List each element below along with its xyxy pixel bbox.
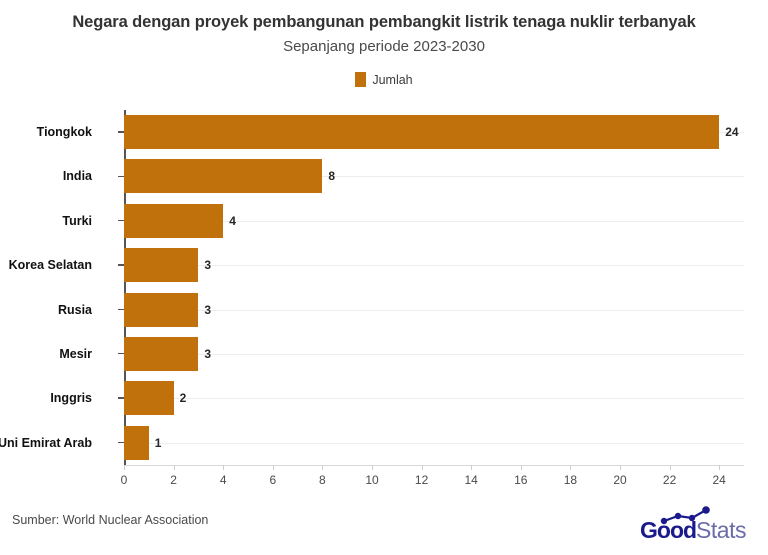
gridline — [124, 442, 744, 444]
x-axis-line — [124, 465, 744, 466]
x-axis-tick — [520, 465, 522, 470]
gridline — [124, 265, 744, 267]
gridline — [124, 398, 744, 400]
y-axis-tick — [118, 131, 124, 133]
x-axis-tick — [620, 465, 621, 470]
bar[interactable] — [124, 159, 323, 194]
x-axis-tick-label: 12 — [414, 473, 429, 487]
page-title: Negara dengan proyek pembangunan pembang… — [72, 13, 696, 31]
chart-header: Negara dengan proyek pembangunan pembang… — [0, 0, 768, 88]
bar[interactable] — [124, 336, 199, 371]
bar[interactable] — [124, 292, 199, 327]
x-axis-tick — [372, 465, 373, 470]
bar[interactable] — [124, 425, 149, 460]
y-axis-tick — [118, 353, 124, 355]
legend-item-jumlah[interactable]: Jumlah — [355, 72, 413, 88]
logo-text-primary: Good — [640, 517, 697, 543]
chart-plot-wrap: Tiongkok 24 India 8 Turki 4 Korea Selatan 3 Rusi… — [0, 105, 768, 495]
x-axis-tick-label: 14 — [464, 473, 478, 487]
chart-legend: Jumlah — [0, 72, 768, 88]
sparkline-icon — [660, 505, 722, 530]
bar-row: Tiongkok 24 — [37, 110, 744, 154]
bar-value-label: 24 — [725, 125, 739, 139]
bar-value-label: 8 — [328, 169, 336, 184]
y-axis-tick — [118, 397, 124, 399]
chart-subtitle: Sepanjang periode 2023-2030 — [283, 37, 485, 55]
bar-value-label: 4 — [229, 213, 236, 228]
plot-area: Tiongkok 24 India 8 Turki 4 Korea Selatan 3 Rusi… — [0, 110, 744, 465]
x-axis-tick-label: 24 — [712, 473, 726, 487]
gridline — [124, 220, 744, 222]
x-axis-tick-label: 4 — [219, 473, 227, 487]
category-label: Turki — [62, 213, 92, 228]
x-axis-tick-label: 6 — [269, 473, 277, 487]
gridline — [124, 176, 744, 178]
bar-value-label: 3 — [204, 302, 212, 317]
bar-row: Inggris 2 — [50, 376, 744, 420]
category-label: Mesir — [59, 346, 92, 361]
gridline — [124, 309, 744, 311]
bar[interactable] — [124, 115, 720, 149]
bar-row: Mesir 3 — [59, 332, 744, 376]
legend-item-label: Jumlah — [372, 72, 413, 87]
x-axis-tick-label: 18 — [563, 473, 578, 487]
bar-row: Korea Selatan 3 — [9, 243, 744, 287]
y-axis-tick — [118, 264, 124, 266]
category-label: Uni Emirat Arab — [0, 435, 92, 450]
bar-row: Uni Emirat Arab 1 — [0, 421, 744, 465]
bar-row: India 8 — [63, 154, 744, 198]
x-axis-tick-label: 16 — [514, 473, 528, 487]
source-note: Sumber: World Nuclear Association — [12, 513, 209, 527]
bar[interactable] — [124, 248, 199, 283]
bar-value-label: 3 — [204, 258, 212, 273]
x-axis-tick-label: 8 — [319, 473, 326, 487]
x-axis-tick-label: 10 — [365, 473, 379, 487]
x-axis-tick-label: 0 — [120, 473, 128, 487]
y-axis-tick — [118, 441, 124, 444]
x-axis-tick — [471, 465, 473, 470]
gridline — [124, 353, 744, 355]
x-axis-tick — [719, 465, 721, 470]
bar-row: Rusia 3 — [58, 288, 744, 332]
logo-text-secondary: Stats — [696, 517, 746, 543]
x-axis-tick-label: 2 — [170, 473, 177, 487]
category-label: Inggris — [50, 391, 92, 406]
category-label: Rusia — [57, 302, 92, 317]
x-axis-tick — [322, 465, 324, 470]
goodstats-logo[interactable]: GoodStats — [638, 505, 756, 545]
x-axis-tick — [124, 465, 125, 470]
category-label: Korea Selatan — [8, 258, 92, 273]
y-axis-tick — [118, 308, 124, 311]
x-axis-tick — [223, 465, 225, 470]
bar-row: Turki 4 — [62, 199, 744, 243]
x-axis-tick — [669, 465, 671, 470]
logo-text: GoodStats — [640, 517, 746, 543]
legend-swatch-icon — [355, 72, 367, 88]
chart-footer: Sumber: World Nuclear Association GoodSt… — [0, 497, 768, 555]
category-label: Tiongkok — [36, 125, 92, 139]
x-axis-tick — [173, 465, 175, 470]
category-label: India — [62, 169, 92, 184]
x-axis-tick — [570, 465, 572, 470]
x-axis-tick — [272, 465, 274, 470]
x-axis-tick-label: 20 — [613, 473, 627, 487]
x-axis-tick-label: 22 — [662, 473, 677, 487]
bar[interactable] — [124, 381, 174, 416]
bar[interactable] — [124, 203, 224, 238]
y-axis-tick — [118, 219, 124, 222]
bar-value-label: 3 — [204, 346, 212, 361]
y-axis-line — [124, 110, 126, 466]
bar-value-label: 2 — [179, 391, 187, 406]
x-axis-tick — [421, 465, 423, 470]
bar-value-label: 1 — [154, 435, 162, 450]
y-axis-tick — [118, 175, 124, 177]
